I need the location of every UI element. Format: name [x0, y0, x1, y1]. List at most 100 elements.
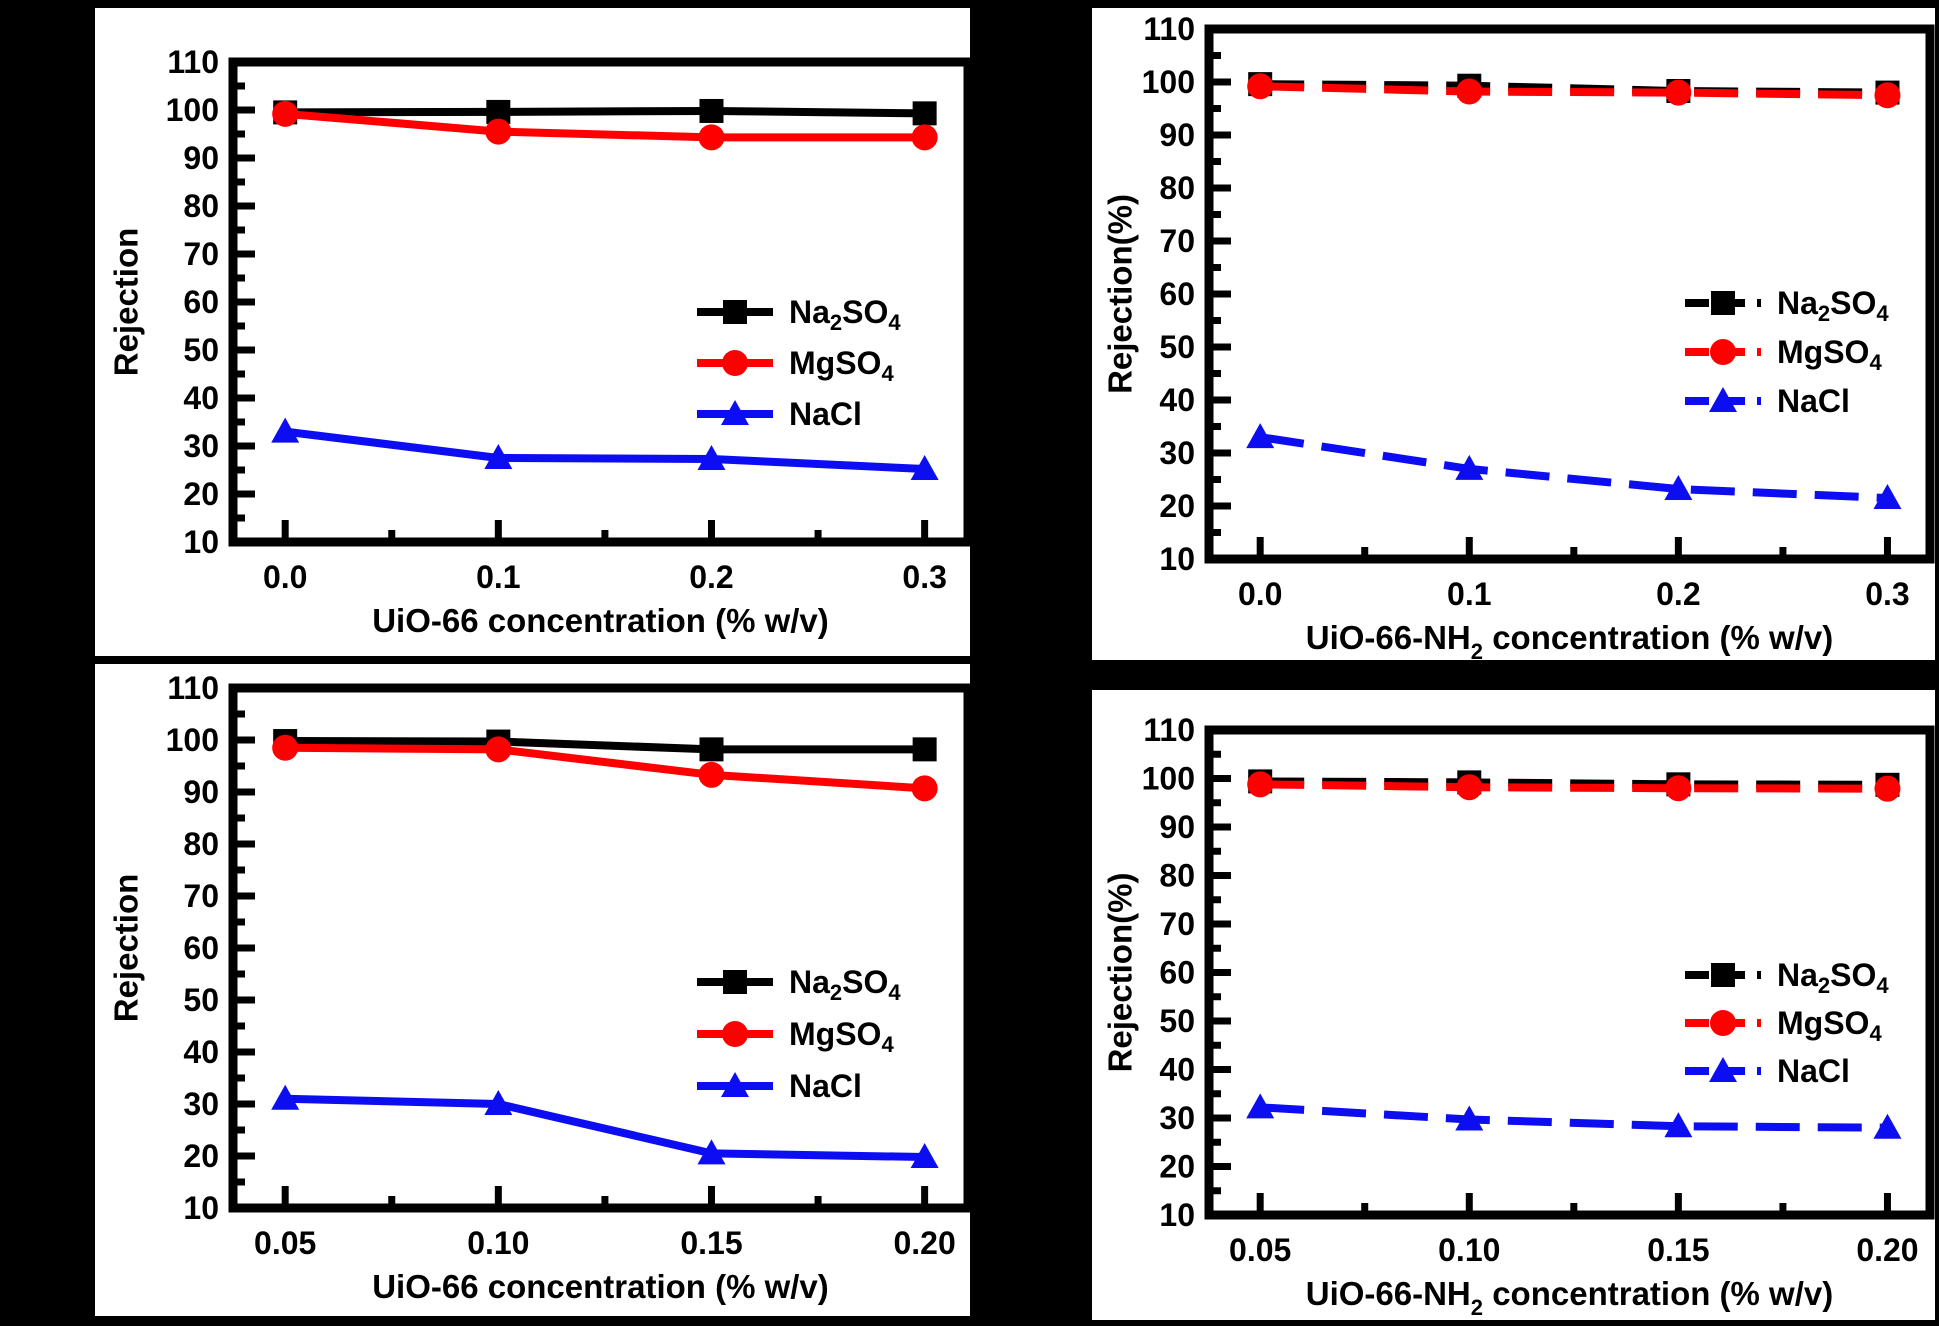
nacl-marker	[1455, 1105, 1484, 1131]
x-axis-title: UiO-66-NH2 concentration (% w/v)	[1306, 619, 1834, 664]
x-tick-label: 0.0	[263, 559, 307, 595]
y-tick-label: 110	[1143, 712, 1195, 748]
nacl-marker	[697, 1139, 726, 1165]
legend-label-mgso4: MgSO4	[789, 345, 894, 386]
na2so4-marker	[699, 98, 724, 123]
nacl-line	[285, 1094, 925, 1162]
x-tick-label: 0.10	[1438, 1232, 1500, 1268]
legend-marker-nacl	[1709, 1057, 1737, 1082]
legend-label-na2so4: Na2SO4	[1777, 285, 1889, 326]
y-axis-title: Rejection	[108, 874, 145, 1023]
y-tick-label: 80	[1159, 858, 1195, 894]
mgso4-marker	[1456, 774, 1483, 801]
mgso4-marker	[485, 118, 512, 145]
y-tick-label: 60	[183, 930, 219, 966]
y-tick-label: 40	[183, 380, 219, 416]
x-tick-label: 0.05	[254, 1225, 316, 1261]
nacl-marker	[1455, 454, 1484, 480]
chart-panel-bottom-right: 10 20 30 40 50 60 70 80 90 100 110 0.05 0.10 0.15 0.20…	[1092, 690, 1935, 1320]
y-tick-label: 20	[1159, 1149, 1195, 1185]
nacl-marker	[271, 417, 300, 443]
y-tick-label: 70	[1159, 906, 1195, 942]
legend-marker-na2so4	[723, 300, 747, 324]
nacl-marker	[484, 1090, 513, 1115]
mgso4-line	[285, 743, 925, 793]
y-tick-label: 60	[1159, 955, 1195, 991]
chart-panel-top-left: 10 20 30 40 50 60 70 80 90 100 110 0.0 0.1 0.2 0.3 UiO-…	[95, 8, 973, 656]
y-tick-label: 50	[183, 332, 219, 368]
top-right-plot-frame	[1204, 24, 1935, 564]
na2so4-marker	[699, 737, 724, 762]
mgso4-line	[1260, 82, 1888, 100]
mgso4-marker	[272, 100, 299, 127]
y-tick-label: 100	[166, 722, 219, 758]
legend-label-mgso4: MgSO4	[789, 1016, 894, 1057]
x-axis-title: UiO-66 concentration (% w/v)	[372, 602, 829, 639]
mgso4-line	[1260, 780, 1888, 793]
na2so4-marker	[912, 737, 937, 762]
nacl-marker	[271, 1084, 300, 1110]
legend-marker-nacl	[721, 400, 749, 425]
y-tick-label: 80	[183, 188, 219, 224]
nacl-marker	[910, 1143, 939, 1169]
y-tick-label: 80	[183, 826, 219, 862]
y-tick-label: 10	[183, 524, 219, 560]
mgso4-marker	[1456, 78, 1483, 105]
legend-marker-mgso4	[1710, 1010, 1736, 1036]
mgso4-marker	[272, 734, 299, 761]
nacl-marker	[697, 444, 726, 470]
y-axis-title: Rejection(%)	[1102, 873, 1139, 1073]
x-tick-label: 0.3	[902, 559, 946, 595]
x-tick-label: 0.20	[1856, 1232, 1918, 1268]
x-tick-label: 0.1	[476, 559, 520, 595]
legend-label-nacl: NaCl	[789, 396, 862, 432]
y-tick-label: 40	[1159, 382, 1195, 418]
mgso4-marker	[1665, 775, 1692, 802]
nacl-marker	[1246, 423, 1275, 449]
x-axis-title: UiO-66-NH2 concentration (% w/v)	[1306, 1275, 1834, 1320]
legend-marker-nacl	[1709, 387, 1737, 412]
y-tick-label: 60	[183, 284, 219, 320]
y-tick-label: 90	[1159, 809, 1195, 845]
y-tick-label: 60	[1159, 276, 1195, 312]
legend-marker-mgso4	[722, 350, 748, 376]
nacl-marker	[1664, 1112, 1693, 1138]
legend-marker-mgso4	[1710, 339, 1736, 365]
mgso4-marker	[911, 775, 938, 802]
y-tick-label: 100	[1142, 64, 1195, 100]
legend-marker-mgso4	[722, 1021, 748, 1047]
legend-label-na2so4: Na2SO4	[1777, 957, 1889, 998]
legend-label-mgso4: MgSO4	[1777, 1005, 1882, 1046]
y-tick-label: 30	[1159, 435, 1195, 471]
x-tick-label: 0.1	[1447, 576, 1491, 612]
nacl-marker	[484, 444, 513, 469]
y-tick-label: 70	[183, 878, 219, 914]
chart-panel-bottom-left: 10 20 30 40 50 60 70 80 90 100 110 0.05 0.10 0.15 0.20…	[95, 664, 973, 1316]
na2so4-line	[285, 106, 925, 118]
legend-marker-na2so4	[1711, 963, 1735, 987]
x-tick-label: 0.3	[1865, 576, 1909, 612]
nacl-line	[1259, 1103, 1888, 1132]
mgso4-line	[284, 109, 925, 142]
x-tick-label: 0.15	[680, 1225, 742, 1261]
y-tick-label: 50	[1159, 329, 1195, 365]
legend-label-mgso4: MgSO4	[1777, 334, 1882, 375]
legend-marker-nacl	[721, 1072, 749, 1097]
y-tick-label: 90	[183, 774, 219, 810]
y-axis-title: Rejection(%)	[1102, 194, 1139, 394]
y-tick-label: 30	[183, 1086, 219, 1122]
nacl-marker	[1246, 1093, 1275, 1119]
y-tick-label: 10	[183, 1190, 219, 1226]
y-tick-label: 10	[1159, 1197, 1195, 1233]
y-tick-label: 40	[1159, 1052, 1195, 1088]
mgso4-marker	[698, 124, 725, 151]
y-tick-label: 110	[1143, 11, 1195, 47]
y-tick-label: 100	[166, 92, 219, 128]
mgso4-marker	[1874, 82, 1901, 109]
x-tick-label: 0.10	[467, 1225, 529, 1261]
x-tick-label: 0.15	[1647, 1232, 1709, 1268]
y-tick-label: 20	[183, 1138, 219, 1174]
y-tick-label: 110	[167, 670, 219, 706]
y-tick-label: 50	[1159, 1003, 1195, 1039]
